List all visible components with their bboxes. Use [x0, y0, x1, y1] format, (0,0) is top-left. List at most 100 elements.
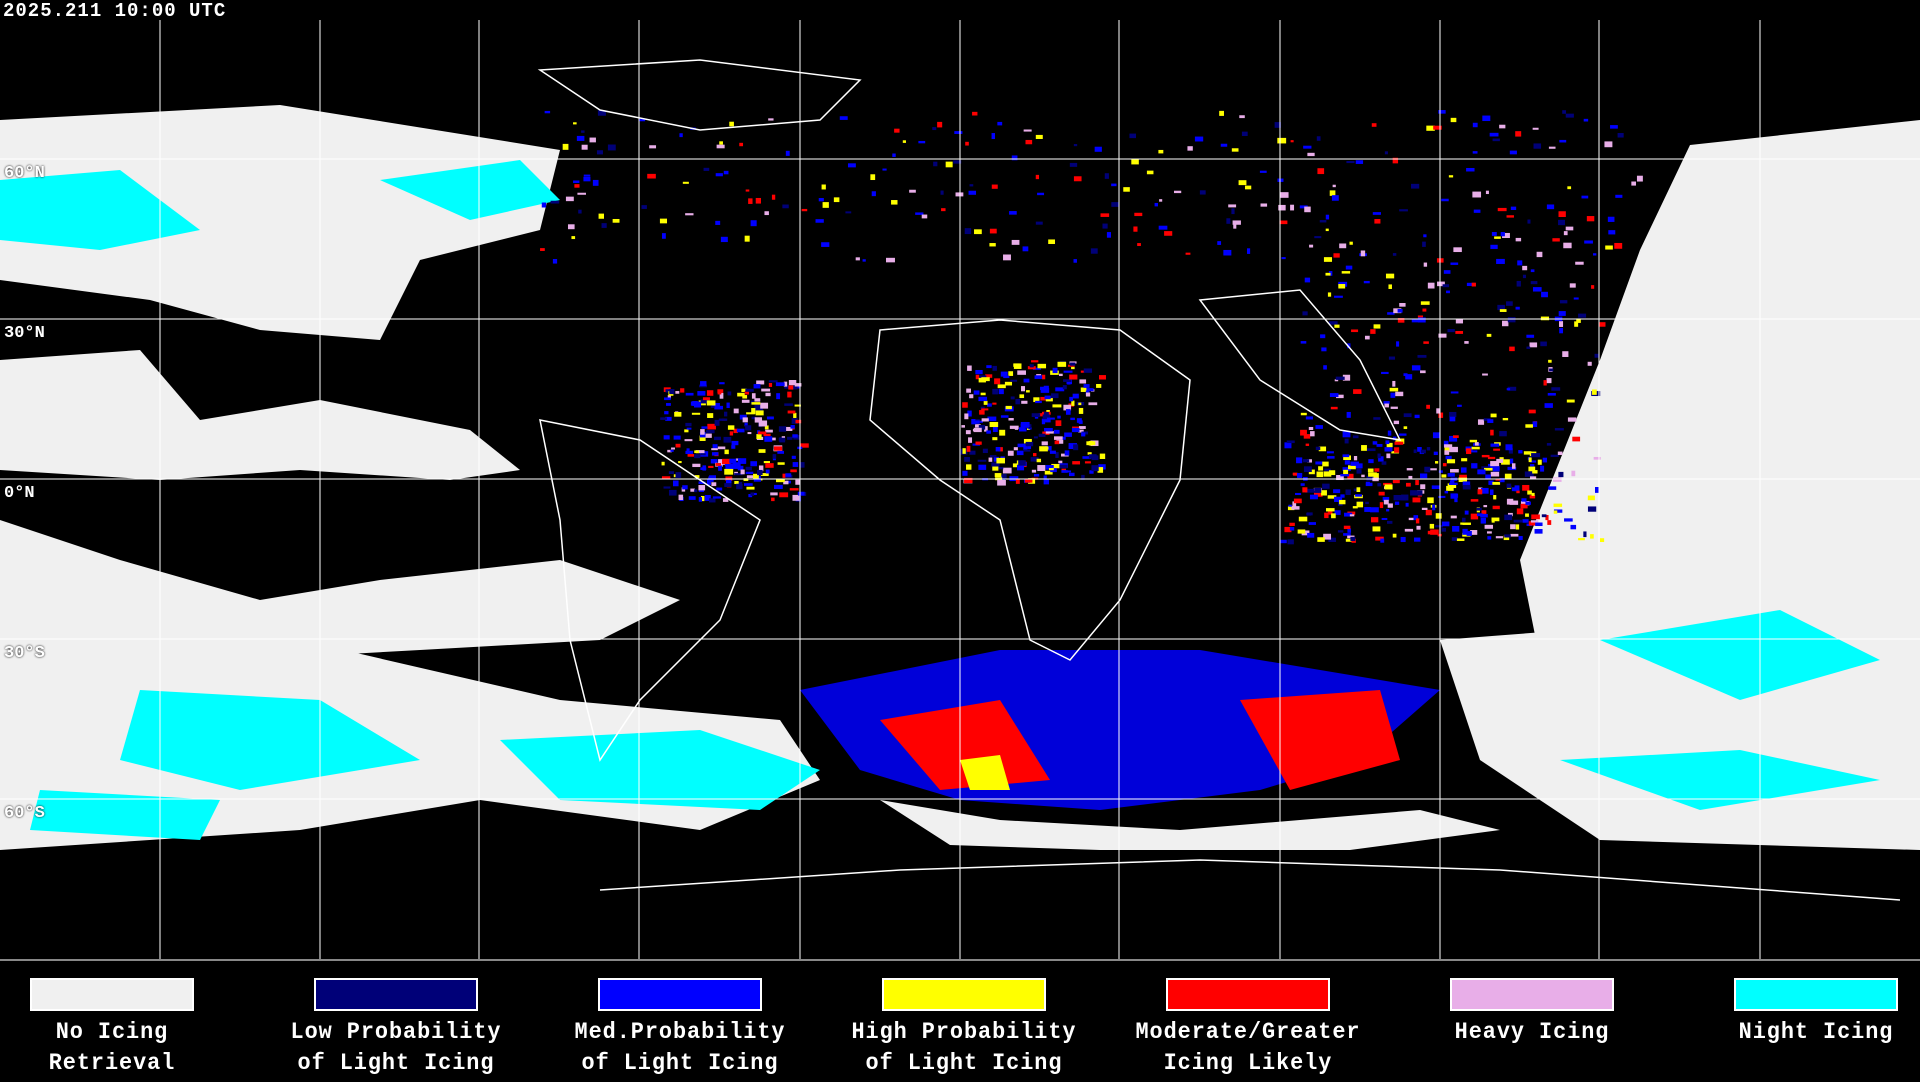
night-icing-region: [0, 170, 200, 250]
icing-pixel: [1531, 514, 1540, 520]
icing-pixel: [1217, 241, 1222, 245]
icing-pixel: [1399, 303, 1406, 307]
icing-pixel: [788, 385, 794, 390]
icing-pixel: [1009, 425, 1019, 429]
icing-pixel: [1514, 485, 1520, 492]
icing-pixel: [1085, 388, 1094, 392]
icing-pixel: [1426, 404, 1430, 409]
icing-pixel: [1070, 362, 1076, 366]
icing-pixel: [1393, 308, 1402, 314]
icing-pixel: [1377, 483, 1382, 487]
icing-pixel: [743, 478, 749, 481]
icing-pixel: [1356, 468, 1362, 474]
icing-pixel: [1523, 451, 1532, 455]
icing-pixel: [719, 392, 724, 399]
icing-pixel: [1565, 226, 1574, 231]
icing-pixel: [746, 412, 755, 415]
icing-pixel: [1504, 473, 1512, 479]
icing-pixel: [1499, 431, 1507, 437]
icing-pixel: [1483, 467, 1493, 471]
icing-pixel: [1345, 489, 1351, 495]
icing-pixel: [1355, 463, 1363, 469]
icing-pixel: [1604, 141, 1613, 148]
icing-pixel: [717, 390, 722, 395]
icing-pixel: [1146, 170, 1154, 175]
icing-pixel: [1506, 388, 1511, 391]
icing-pixel: [1304, 206, 1311, 213]
icing-pixel: [1399, 209, 1408, 212]
icing-pixel: [964, 228, 972, 235]
icing-pixel: [641, 205, 647, 209]
icing-pixel: [1496, 458, 1504, 463]
icing-pixel: [1403, 426, 1408, 430]
icing-pixel: [1371, 517, 1379, 523]
icing-pixel: [1100, 213, 1110, 217]
icing-pixel: [1231, 148, 1239, 152]
icing-pixel: [968, 190, 977, 195]
icing-pixel: [700, 381, 707, 387]
lat-label-60n: 60°N: [4, 164, 45, 183]
icing-pixel: [757, 469, 763, 476]
icing-pixel: [1067, 364, 1075, 367]
icing-pixel: [1037, 363, 1047, 369]
icing-pixel: [1559, 139, 1567, 143]
icing-pixel: [1057, 415, 1061, 419]
icing-pixel: [700, 495, 705, 502]
icing-pixel: [1574, 321, 1579, 327]
icing-pixel: [1631, 181, 1637, 186]
icing-pixel: [1315, 446, 1321, 451]
icing-pixel: [1502, 232, 1510, 239]
icing-pixel: [965, 141, 969, 146]
icing-pixel: [1435, 525, 1444, 528]
icing-pixel: [788, 380, 797, 386]
icing-pixel: [1281, 257, 1286, 260]
icing-pixel: [1347, 528, 1352, 533]
icing-pixel: [581, 144, 588, 150]
icing-pixel: [1438, 333, 1447, 338]
icing-pixel: [1260, 203, 1268, 207]
icing-pixel: [1554, 428, 1564, 431]
icing-pixel: [1406, 468, 1413, 471]
icing-pixel: [1315, 425, 1323, 429]
icing-pixel: [741, 399, 750, 403]
icing-pixel: [1365, 501, 1369, 505]
icing-pixel: [731, 445, 736, 449]
icing-pixel: [1297, 529, 1306, 534]
icing-pixel: [665, 416, 672, 421]
icing-pixel: [799, 443, 809, 448]
icing-pixel: [1017, 464, 1025, 471]
icing-pixel: [731, 440, 739, 446]
icing-pixel: [1318, 446, 1327, 452]
icing-pixel: [1308, 469, 1315, 475]
icing-pixel: [1426, 447, 1431, 451]
icing-pixel: [1499, 124, 1506, 129]
icing-pixel: [1078, 429, 1084, 433]
icing-pixel: [789, 488, 799, 491]
icing-pixel: [1507, 466, 1517, 471]
icing-pixel: [1310, 431, 1315, 437]
icing-pixel: [672, 480, 679, 487]
icing-pixel: [745, 388, 754, 392]
icing-pixel: [1372, 441, 1378, 445]
icing-pixel: [1405, 374, 1413, 380]
icing-pixel: [845, 211, 852, 214]
icing-pixel: [712, 403, 720, 406]
icing-pixel: [1244, 185, 1252, 190]
legend-swatch: [1166, 978, 1330, 1011]
icing-pixel: [1084, 461, 1091, 464]
icing-pixel: [1123, 187, 1130, 192]
icing-pixel: [1344, 460, 1350, 465]
legend-label: Night Icing: [1738, 1019, 1894, 1045]
icing-pixel: [1041, 374, 1046, 380]
icing-pixel: [1305, 443, 1310, 446]
icing-pixel: [1031, 413, 1041, 418]
icing-pixel: [1379, 502, 1384, 509]
icing-pixel: [774, 484, 783, 489]
icing-pixel: [711, 448, 718, 451]
icing-pixel: [1289, 527, 1295, 531]
icing-pixel: [1372, 526, 1381, 532]
icing-pixel: [744, 235, 750, 242]
icing-pixel: [992, 437, 998, 441]
icing-pixel: [770, 437, 776, 441]
icing-pixel: [779, 492, 789, 498]
